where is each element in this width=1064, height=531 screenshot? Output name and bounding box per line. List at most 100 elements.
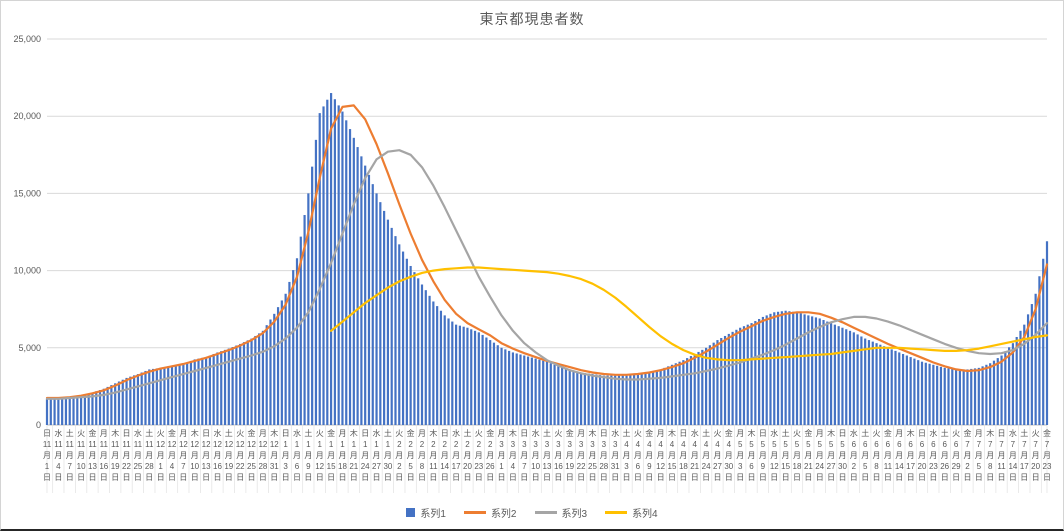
svg-text:1: 1 xyxy=(306,440,311,449)
svg-text:土: 土 xyxy=(304,428,312,438)
svg-text:水: 水 xyxy=(691,428,699,438)
legend-item-series4[interactable]: 系列4 xyxy=(605,505,658,520)
svg-text:日: 日 xyxy=(895,473,903,482)
svg-text:月: 月 xyxy=(736,429,744,438)
svg-text:月: 月 xyxy=(520,451,528,460)
svg-text:23: 23 xyxy=(929,462,938,471)
line-series3 xyxy=(45,149,1049,400)
svg-text:4: 4 xyxy=(727,440,732,449)
svg-text:22: 22 xyxy=(122,462,131,471)
svg-text:金: 金 xyxy=(407,428,415,438)
svg-text:11: 11 xyxy=(134,440,143,449)
legend-item-series1[interactable]: 系列1 xyxy=(406,505,446,520)
svg-text:日: 日 xyxy=(441,473,449,482)
svg-text:3: 3 xyxy=(613,440,618,449)
svg-text:12: 12 xyxy=(179,440,188,449)
legend-item-series3[interactable]: 系列3 xyxy=(534,505,587,520)
svg-text:日: 日 xyxy=(986,473,994,482)
svg-text:日: 日 xyxy=(623,473,631,482)
svg-text:29: 29 xyxy=(952,462,961,471)
svg-text:月: 月 xyxy=(782,451,790,460)
svg-text:11: 11 xyxy=(122,440,131,449)
svg-text:月: 月 xyxy=(714,451,722,460)
svg-text:金: 金 xyxy=(1043,428,1051,438)
bars-series1 xyxy=(45,93,1049,426)
svg-text:月: 月 xyxy=(54,451,62,460)
svg-text:27: 27 xyxy=(713,462,722,471)
svg-text:2: 2 xyxy=(477,440,482,449)
svg-text:5,000: 5,000 xyxy=(18,343,41,353)
svg-text:月: 月 xyxy=(873,451,881,460)
svg-text:月: 月 xyxy=(964,451,972,460)
legend-item-series2[interactable]: 系列2 xyxy=(463,505,517,520)
svg-text:12: 12 xyxy=(213,440,222,449)
svg-text:5: 5 xyxy=(829,440,834,449)
svg-text:30: 30 xyxy=(724,462,733,471)
svg-text:日: 日 xyxy=(998,429,1006,438)
svg-text:日: 日 xyxy=(134,473,142,482)
svg-text:7: 7 xyxy=(999,440,1004,449)
svg-text:月: 月 xyxy=(691,451,699,460)
svg-text:1: 1 xyxy=(329,440,334,449)
svg-text:水: 水 xyxy=(134,428,142,438)
svg-text:11: 11 xyxy=(884,462,893,471)
svg-text:月: 月 xyxy=(566,451,574,460)
svg-text:30: 30 xyxy=(383,462,392,471)
svg-text:月: 月 xyxy=(350,451,358,460)
svg-text:日: 日 xyxy=(759,473,767,482)
svg-text:火: 火 xyxy=(793,429,801,438)
svg-text:月: 月 xyxy=(168,451,176,460)
svg-text:月: 月 xyxy=(1032,451,1040,460)
svg-text:月: 月 xyxy=(225,451,233,460)
svg-text:17: 17 xyxy=(1020,462,1029,471)
svg-text:月: 月 xyxy=(668,451,676,460)
svg-text:12: 12 xyxy=(247,440,256,449)
x-axis-ticks xyxy=(46,425,1048,493)
svg-text:25,000: 25,000 xyxy=(13,34,41,44)
svg-text:17: 17 xyxy=(452,462,461,471)
svg-text:3: 3 xyxy=(567,440,572,449)
svg-text:8: 8 xyxy=(988,462,993,471)
svg-text:18: 18 xyxy=(338,462,347,471)
svg-text:2: 2 xyxy=(397,462,402,471)
svg-text:5: 5 xyxy=(761,440,766,449)
svg-text:15: 15 xyxy=(781,462,790,471)
svg-text:月: 月 xyxy=(816,451,824,460)
svg-text:月: 月 xyxy=(929,451,937,460)
svg-text:31: 31 xyxy=(270,462,279,471)
svg-text:日: 日 xyxy=(168,473,176,482)
svg-text:7: 7 xyxy=(977,440,982,449)
svg-text:日: 日 xyxy=(43,473,51,482)
svg-text:4: 4 xyxy=(681,440,686,449)
svg-text:金: 金 xyxy=(645,428,653,438)
svg-text:木: 木 xyxy=(986,428,994,438)
svg-text:4: 4 xyxy=(636,440,641,449)
svg-text:月: 月 xyxy=(793,451,801,460)
svg-text:金: 金 xyxy=(248,428,256,438)
svg-text:火: 火 xyxy=(714,429,722,438)
svg-text:12: 12 xyxy=(315,462,324,471)
svg-text:月: 月 xyxy=(827,451,835,460)
svg-text:日: 日 xyxy=(248,473,256,482)
svg-text:月: 月 xyxy=(134,451,142,460)
svg-text:28: 28 xyxy=(599,462,608,471)
svg-text:火: 火 xyxy=(395,429,403,438)
svg-text:月: 月 xyxy=(554,451,562,460)
svg-text:日: 日 xyxy=(452,473,460,482)
svg-text:日: 日 xyxy=(929,473,937,482)
svg-text:月: 月 xyxy=(89,451,97,460)
svg-text:金: 金 xyxy=(327,428,335,438)
svg-text:日: 日 xyxy=(123,473,131,482)
svg-text:8: 8 xyxy=(874,462,879,471)
svg-text:12: 12 xyxy=(270,440,279,449)
svg-text:土: 土 xyxy=(1020,428,1028,438)
svg-text:金: 金 xyxy=(725,428,733,438)
svg-text:6: 6 xyxy=(954,440,959,449)
svg-text:日: 日 xyxy=(679,473,687,482)
svg-text:月: 月 xyxy=(975,429,983,438)
svg-text:7: 7 xyxy=(1011,440,1016,449)
svg-text:20: 20 xyxy=(1031,462,1040,471)
svg-text:7: 7 xyxy=(522,462,527,471)
svg-text:木: 木 xyxy=(827,428,835,438)
